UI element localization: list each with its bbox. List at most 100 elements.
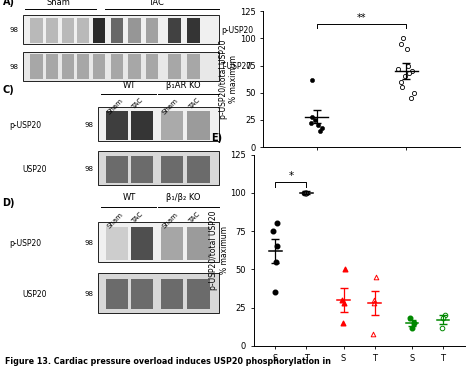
Point	[301, 190, 308, 196]
Bar	[93, 54, 105, 79]
Text: 98: 98	[85, 291, 94, 297]
Text: *: *	[288, 171, 293, 181]
Bar	[187, 156, 210, 183]
Point	[338, 297, 346, 303]
Text: TAC: TAC	[148, 0, 164, 7]
Point	[408, 95, 415, 101]
Point	[314, 123, 322, 128]
Bar	[187, 279, 210, 309]
Point	[404, 63, 411, 68]
Text: TAC: TAC	[131, 211, 144, 225]
FancyBboxPatch shape	[23, 52, 219, 81]
Bar	[98, 107, 219, 141]
Text: 98: 98	[9, 64, 18, 70]
Text: β₁/β₂ KO: β₁/β₂ KO	[166, 194, 200, 202]
Bar	[146, 54, 158, 79]
FancyBboxPatch shape	[23, 15, 219, 44]
Point	[302, 190, 310, 196]
Bar	[128, 54, 141, 79]
Text: D): D)	[2, 198, 15, 208]
Point	[316, 128, 323, 134]
Text: 98: 98	[85, 240, 94, 246]
Text: Sham: Sham	[161, 98, 179, 116]
Point	[340, 300, 348, 306]
Bar	[77, 54, 90, 79]
Point	[408, 68, 416, 74]
Text: WT: WT	[123, 81, 136, 90]
Point	[409, 325, 416, 330]
Bar	[168, 18, 181, 43]
Text: USP20: USP20	[23, 165, 47, 174]
Text: **: **	[356, 13, 366, 23]
Y-axis label: p-USP20/total USP20
% maximum: p-USP20/total USP20 % maximum	[219, 39, 238, 119]
Text: 98: 98	[85, 122, 94, 128]
Bar	[161, 156, 183, 183]
Point	[319, 125, 326, 131]
Bar	[46, 54, 58, 79]
Text: A): A)	[2, 0, 15, 7]
Y-axis label: p-USP20/total USP20
% maximum: p-USP20/total USP20 % maximum	[210, 210, 229, 290]
Text: T-USP20: T-USP20	[221, 63, 252, 71]
Point	[302, 190, 310, 196]
Point	[410, 90, 418, 96]
Text: USP20: USP20	[23, 290, 47, 298]
Text: TAC: TAC	[131, 98, 144, 111]
Bar	[131, 279, 153, 309]
Point	[308, 120, 315, 126]
Bar	[131, 156, 153, 183]
Text: C): C)	[2, 85, 14, 95]
Bar	[128, 18, 141, 43]
Point	[341, 266, 349, 272]
Point	[271, 289, 279, 295]
Text: Sham: Sham	[161, 211, 179, 230]
Point	[311, 117, 319, 123]
Point	[399, 35, 407, 41]
Point	[410, 320, 418, 326]
Point	[398, 84, 405, 90]
Point	[397, 41, 405, 47]
Bar	[98, 151, 219, 185]
Bar	[168, 54, 181, 79]
Point	[438, 325, 446, 330]
Bar	[98, 273, 219, 313]
Point	[373, 274, 380, 280]
Point	[441, 312, 448, 318]
Point	[395, 66, 402, 72]
Bar	[106, 279, 128, 309]
Text: TAC: TAC	[187, 211, 201, 225]
Bar	[106, 227, 128, 260]
Bar	[62, 18, 74, 43]
Bar	[98, 222, 219, 262]
Text: TAC: TAC	[187, 98, 201, 111]
Bar	[62, 54, 74, 79]
Point	[370, 331, 377, 337]
Bar	[146, 18, 158, 43]
Bar	[77, 18, 90, 43]
Bar	[30, 18, 43, 43]
Point	[301, 190, 309, 196]
Bar	[161, 279, 183, 309]
Point	[303, 190, 310, 196]
Text: 98: 98	[85, 166, 94, 172]
Bar	[187, 111, 210, 139]
Text: Sham: Sham	[106, 98, 124, 116]
Text: WT: WT	[123, 194, 136, 202]
Text: p-USP20: p-USP20	[221, 26, 253, 35]
Point	[309, 114, 316, 120]
Bar	[110, 54, 123, 79]
Bar	[187, 18, 200, 43]
Point	[309, 77, 316, 82]
Point	[370, 297, 377, 303]
Point	[403, 46, 410, 52]
Text: p-USP20: p-USP20	[9, 239, 41, 248]
Bar	[131, 111, 153, 139]
Text: E): E)	[211, 133, 222, 143]
Point	[339, 320, 347, 326]
Bar	[187, 227, 210, 260]
Point	[406, 315, 413, 321]
Bar	[131, 227, 153, 260]
Bar	[30, 54, 43, 79]
Bar	[93, 18, 105, 43]
Bar	[106, 156, 128, 183]
Point	[439, 315, 447, 321]
